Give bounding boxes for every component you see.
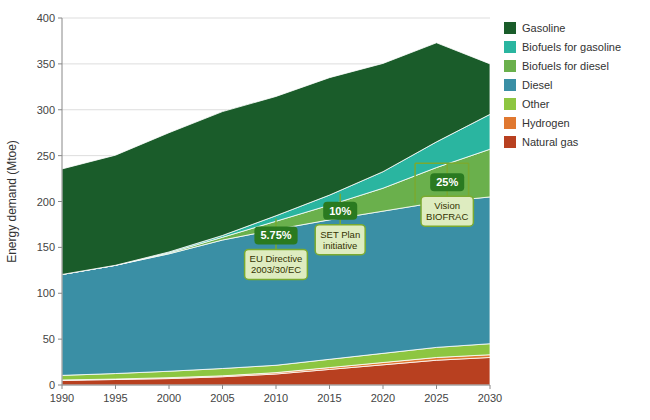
annotation: 10% SET Planinitiative (315, 194, 365, 255)
legend-swatch (504, 41, 516, 53)
x-tick (222, 385, 223, 389)
annotation-box (245, 249, 308, 279)
legend-label: Biofuels for diesel (522, 60, 609, 72)
x-tick (115, 385, 116, 389)
annotation-text-line: 2003/30/EC (251, 264, 301, 275)
annotation-text-line: initiative (323, 240, 357, 251)
legend-swatch (504, 117, 516, 129)
annotation-text-line: SET Plan (320, 229, 360, 240)
areas (62, 43, 490, 385)
y-tick-label: 100 (37, 287, 55, 299)
annotation-badge (254, 226, 297, 244)
legend-label: Natural gas (522, 136, 579, 148)
y-axis-label: Energy demand (Mtoe) (5, 140, 19, 263)
legend-label: Other (522, 98, 550, 110)
x-tick (169, 385, 170, 389)
y-tick-label: 150 (37, 241, 55, 253)
annotation-text: SET Planinitiative (320, 229, 360, 251)
chart: 0 50 100 150 200 250 300 350 400 1990 1995 2000 2005… (0, 0, 650, 420)
y-tick-label: 0 (49, 379, 55, 391)
y-tick-label: 50 (43, 333, 55, 345)
annotation: 5.75% EU Directive2003/30/EC (245, 218, 308, 279)
legend-swatch (504, 136, 516, 148)
y-tick-label: 300 (37, 104, 55, 116)
legend-swatch (504, 79, 516, 91)
x-tick-label: 2005 (210, 392, 234, 404)
x-tick-label: 2015 (317, 392, 341, 404)
y-tick (58, 293, 62, 294)
annotation-badge (430, 173, 464, 191)
x-tick (62, 385, 63, 389)
y-tick (58, 385, 62, 386)
annotation-bracket (414, 163, 416, 203)
y-tick (58, 155, 62, 156)
y-tick-label: 400 (37, 12, 55, 24)
annotation-badge-text: 5.75% (260, 229, 291, 241)
x-tick (276, 385, 277, 389)
x-tick (490, 385, 491, 389)
annotation-text-line: EU Directive (250, 253, 303, 264)
y-tick (58, 63, 62, 64)
legend-swatch (504, 60, 516, 72)
y-tick-label: 200 (37, 196, 55, 208)
legend-label: Gasoline (522, 22, 565, 34)
annotation-box (421, 196, 473, 226)
grid-line (62, 18, 490, 19)
x-tick-label: 2030 (478, 392, 502, 404)
x-tick-label: 2000 (157, 392, 181, 404)
annotations: 5.75% EU Directive2003/30/EC 10% SET Planin… (245, 163, 474, 279)
x-tick-label: 2025 (424, 392, 448, 404)
x-tick-label: 2010 (264, 392, 288, 404)
legend: Gasoline Biofuels for gasoline Biofuels fo… (504, 22, 621, 148)
y-tick-label: 350 (37, 58, 55, 70)
x-tick (436, 385, 437, 389)
legend-label: Biofuels for gasoline (522, 41, 621, 53)
legend-swatch (504, 22, 516, 34)
annotation-text: EU Directive2003/30/EC (250, 253, 303, 275)
annotation-bracket (415, 162, 469, 164)
x-tick (383, 385, 384, 389)
annotation-text-line: Vision (434, 200, 460, 211)
area (62, 43, 490, 275)
legend-label: Diesel (522, 79, 553, 91)
x-tick-label: 1990 (50, 392, 74, 404)
y-tick (58, 247, 62, 248)
annotation-text: VisionBIOFRAC (426, 200, 468, 222)
y-tick (58, 109, 62, 110)
annotation-badge (323, 202, 357, 220)
grid (62, 18, 490, 385)
annotation-badge-text: 10% (329, 205, 351, 217)
legend-swatch (504, 98, 516, 110)
annotation: 25% VisionBIOFRAC (415, 163, 473, 226)
annotation-badge-text: 25% (436, 176, 458, 188)
y-tick-label: 250 (37, 150, 55, 162)
legend-label: Hydrogen (522, 117, 570, 129)
annotation-text-line: BIOFRAC (426, 211, 468, 222)
y-tick (58, 339, 62, 340)
axes: 0 50 100 150 200 250 300 350 400 1990 1995 2000 2005… (37, 12, 503, 404)
x-tick-label: 1995 (103, 392, 127, 404)
x-tick-label: 2020 (371, 392, 395, 404)
annotation-box (315, 225, 365, 255)
y-tick (58, 201, 62, 202)
x-tick (329, 385, 330, 389)
y-tick (58, 18, 62, 19)
